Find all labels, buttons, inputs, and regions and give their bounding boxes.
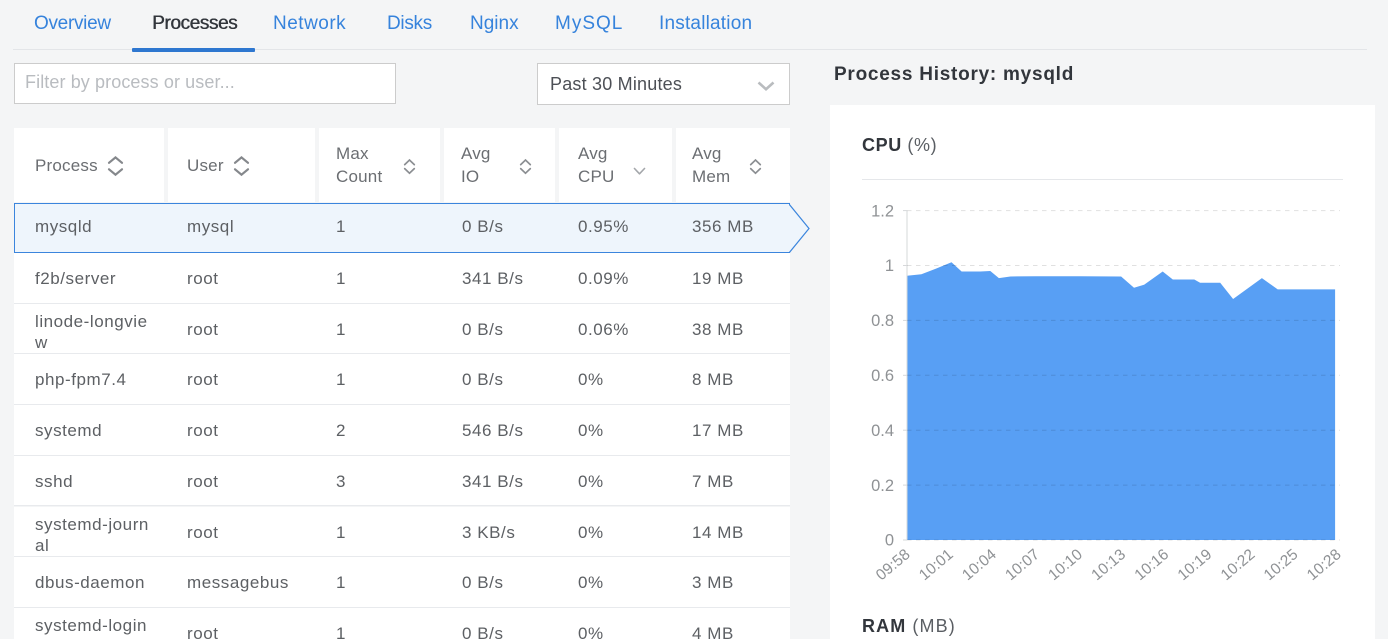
svg-text:0.8: 0.8: [871, 312, 894, 330]
svg-text:0.2: 0.2: [871, 477, 894, 495]
svg-text:10:19: 10:19: [1175, 546, 1216, 584]
svg-text:10:10: 10:10: [1045, 546, 1086, 584]
svg-text:10:07: 10:07: [1002, 546, 1043, 584]
svg-text:10:16: 10:16: [1132, 546, 1173, 584]
svg-text:0: 0: [885, 532, 894, 550]
svg-text:0.6: 0.6: [871, 367, 894, 385]
svg-text:0.4: 0.4: [871, 422, 894, 440]
svg-text:10:28: 10:28: [1304, 546, 1343, 584]
svg-text:09:58: 09:58: [873, 546, 914, 584]
svg-text:1.2: 1.2: [871, 202, 894, 220]
svg-text:10:25: 10:25: [1261, 546, 1302, 584]
svg-text:10:13: 10:13: [1088, 546, 1129, 584]
svg-text:10:04: 10:04: [959, 546, 1000, 584]
svg-text:10:22: 10:22: [1218, 546, 1259, 584]
svg-text:10:01: 10:01: [916, 546, 957, 584]
svg-text:1: 1: [885, 257, 894, 275]
